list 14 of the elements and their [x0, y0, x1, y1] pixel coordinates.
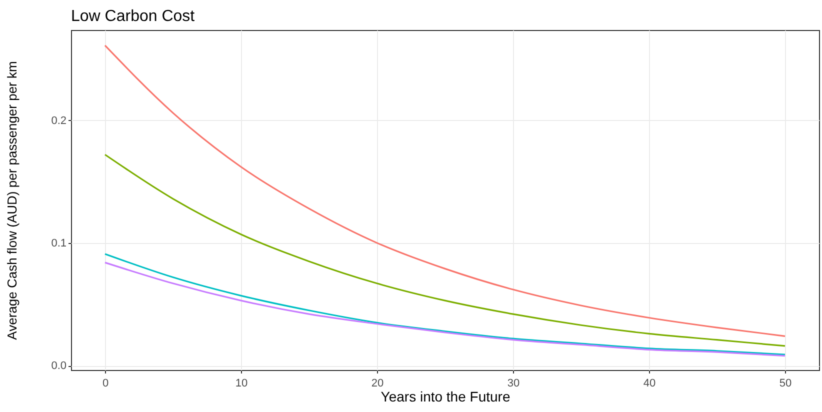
x-tick-label: 20	[371, 378, 384, 390]
chart-title: Low Carbon Cost	[71, 8, 196, 25]
y-tick-label: 0.0	[51, 360, 66, 372]
y-axis-title: Average Cash flow (AUD) per passenger per km	[4, 61, 20, 340]
x-axis-title: Years into the Future	[380, 388, 510, 404]
y-tick-label: 0.1	[51, 237, 66, 250]
x-tick-label: 0	[102, 378, 109, 390]
x-tick-label: 50	[779, 378, 792, 390]
line-series	[104, 154, 786, 347]
y-tick-label: 0.2	[51, 114, 66, 127]
x-tick-label: 10	[235, 378, 248, 390]
line-series	[104, 44, 786, 337]
x-tick-label: 30	[507, 378, 520, 390]
x-tick-label: 40	[643, 378, 656, 390]
